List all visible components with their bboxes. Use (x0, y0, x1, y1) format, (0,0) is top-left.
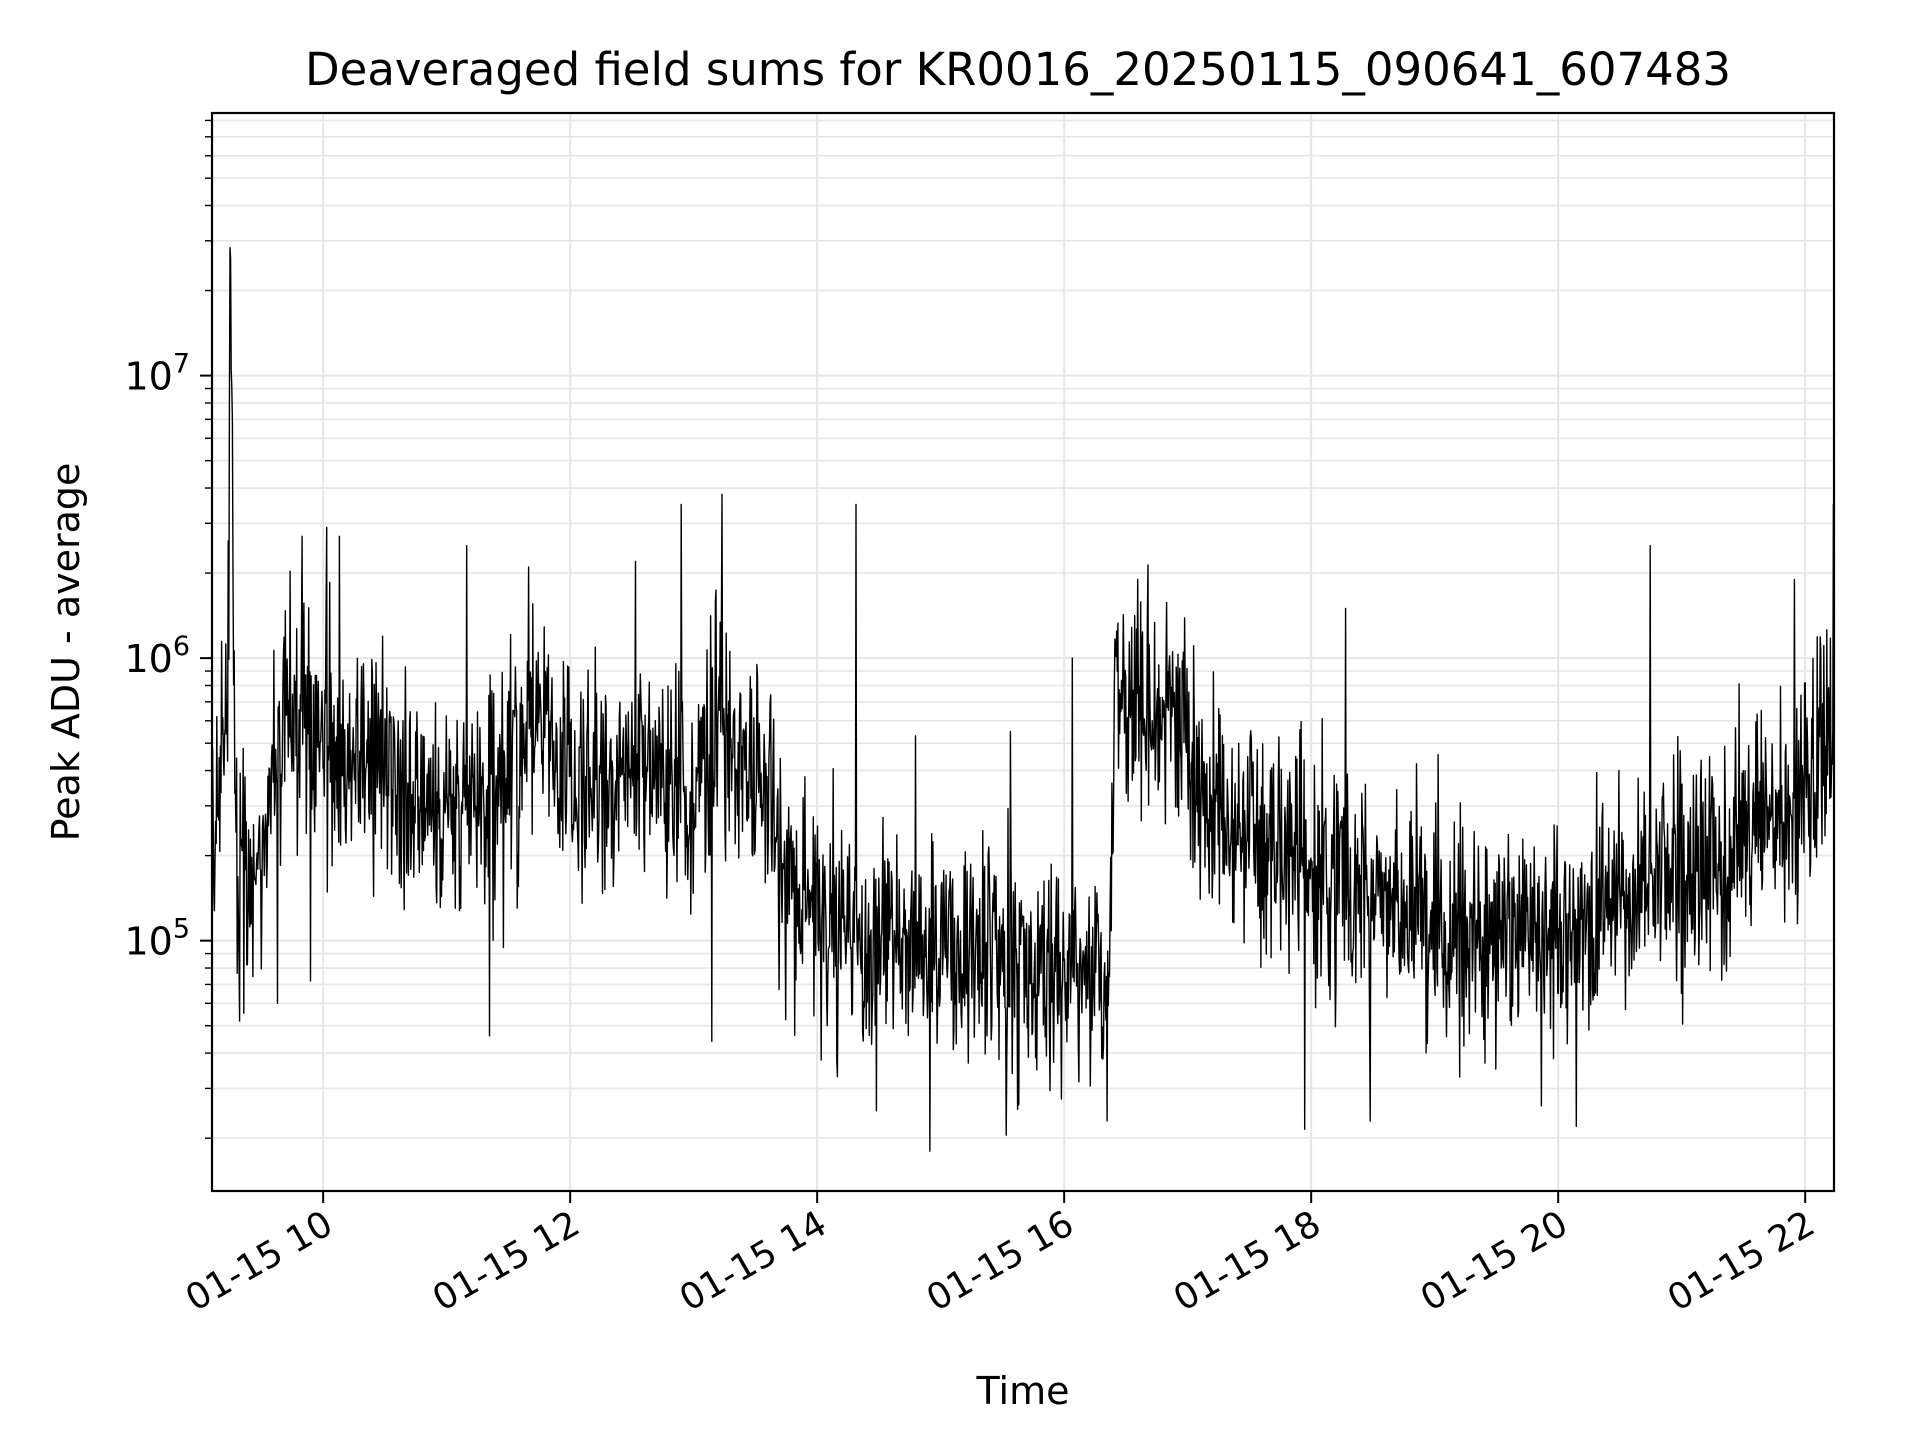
y-tick-label: 107 (124, 349, 190, 399)
y-tick-label: 105 (124, 914, 190, 964)
y-tick-label: 106 (124, 631, 190, 681)
chart-title: Deaveraged field sums for KR0016_2025011… (305, 43, 1731, 96)
y-axis-label: Peak ADU - average (44, 463, 88, 842)
minor-gridlines (212, 119, 1834, 1139)
y-axis: 105 106 107 (124, 119, 212, 1139)
data-series-line (211, 247, 1835, 1152)
x-axis-label: Time (976, 1369, 1070, 1413)
plot-frame (210, 111, 1836, 1193)
